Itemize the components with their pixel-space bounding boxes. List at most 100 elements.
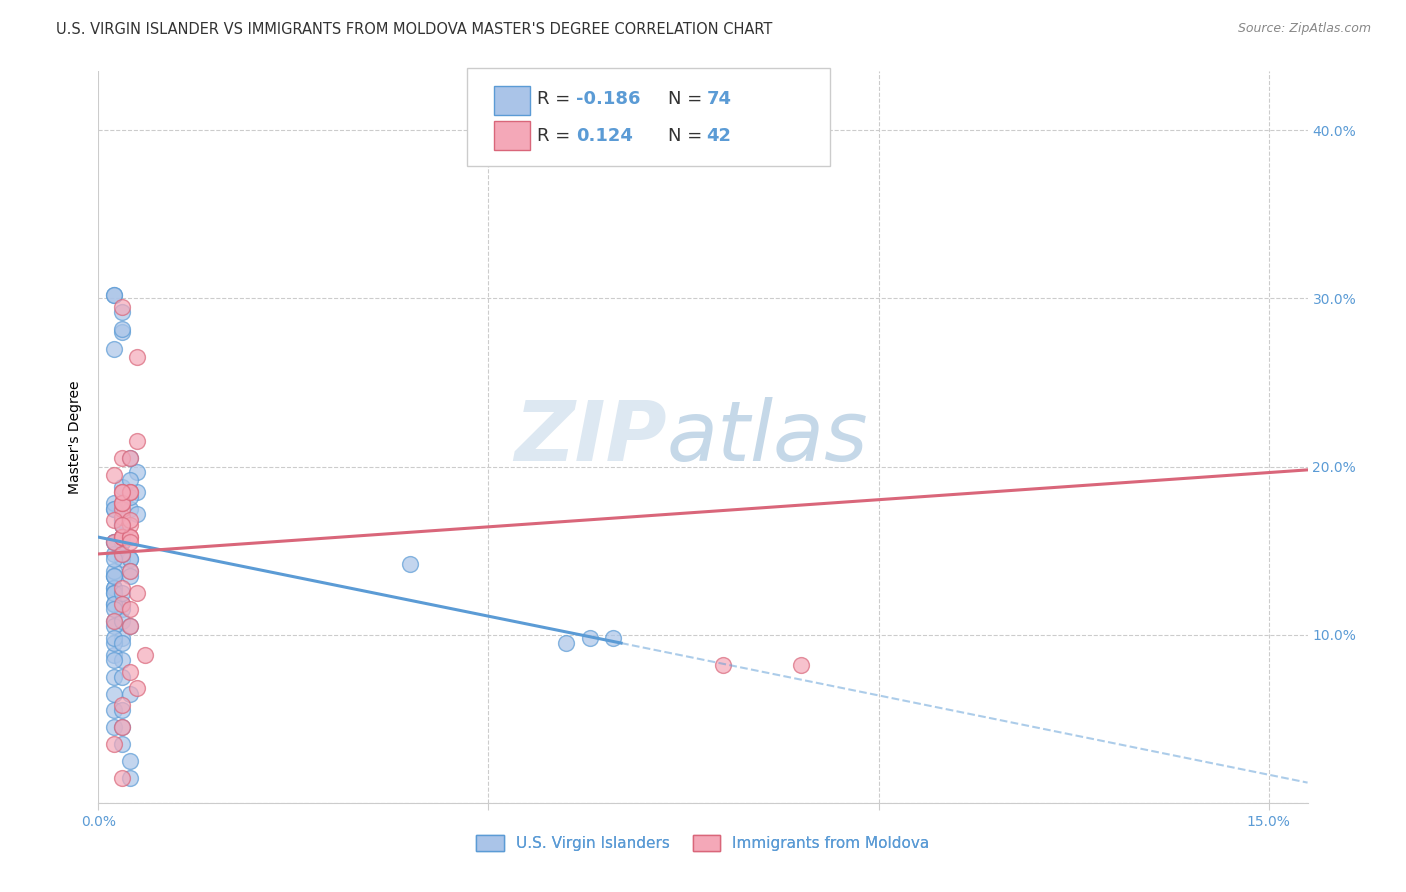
Point [103,585,125,599]
Point [111,325,134,339]
Point [111,703,134,717]
Text: N =: N = [668,127,709,145]
Text: R =: R = [537,127,582,145]
Point [111,530,134,544]
Point [118,484,141,499]
Point [103,686,125,700]
Point [118,473,141,487]
Point [118,530,141,544]
Point [103,342,125,356]
Point [111,530,134,544]
Point [111,547,134,561]
Point [103,720,125,734]
Point [111,510,134,524]
Point [134,648,156,662]
Point [111,720,134,734]
Point [103,737,125,751]
Point [118,564,141,578]
Point [103,598,125,612]
Point [111,518,134,533]
Text: Source: ZipAtlas.com: Source: ZipAtlas.com [1237,22,1371,36]
Point [399,557,422,571]
Point [103,581,125,595]
Point [103,496,125,510]
Point [118,619,141,633]
Point [103,569,125,583]
Point [127,585,149,599]
Point [111,300,134,314]
Point [103,535,125,549]
Point [118,552,141,566]
Point [579,631,602,645]
Text: 0.124: 0.124 [576,127,633,145]
Point [103,670,125,684]
Point [127,350,149,364]
Point [111,535,134,549]
Point [111,501,134,516]
Point [118,686,141,700]
Point [103,288,125,302]
Point [103,585,125,599]
Point [118,530,141,544]
Point [111,598,134,612]
Point [111,547,134,561]
Point [111,530,134,544]
Point [111,653,134,667]
Text: atlas: atlas [666,397,869,477]
Point [118,619,141,633]
Point [103,547,125,561]
Point [111,451,134,466]
Point [118,665,141,679]
FancyBboxPatch shape [467,68,830,167]
Point [118,451,141,466]
Point [103,535,125,549]
Point [103,614,125,628]
Point [111,585,134,599]
Point [111,720,134,734]
Point [555,636,578,650]
Legend: U.S. Virgin Islanders, Immigrants from Moldova: U.S. Virgin Islanders, Immigrants from M… [470,830,936,857]
Text: 42: 42 [707,127,731,145]
Point [111,670,134,684]
Point [111,602,134,616]
Point [103,513,125,527]
Point [118,552,141,566]
Point [789,657,811,672]
Point [111,321,134,335]
Point [111,535,134,549]
Point [127,434,149,449]
Point [103,602,125,616]
Point [111,771,134,785]
Point [118,490,141,504]
Text: 74: 74 [707,90,731,108]
Point [127,681,149,696]
Point [111,484,134,499]
Point [111,530,134,544]
Point [111,518,134,533]
Bar [494,86,530,115]
Point [103,581,125,595]
Point [103,569,125,583]
Point [103,614,125,628]
Point [103,648,125,662]
Point [127,465,149,479]
Text: -0.186: -0.186 [576,90,641,108]
Point [103,501,125,516]
Point [111,518,134,533]
Point [103,636,125,650]
Point [103,535,125,549]
Point [118,501,141,516]
Point [111,480,134,494]
Point [111,513,134,527]
Text: U.S. VIRGIN ISLANDER VS IMMIGRANTS FROM MOLDOVA MASTER'S DEGREE CORRELATION CHAR: U.S. VIRGIN ISLANDER VS IMMIGRANTS FROM … [56,22,773,37]
Point [111,513,134,527]
Point [111,737,134,751]
Point [103,467,125,482]
Point [127,484,149,499]
Text: N =: N = [668,90,709,108]
Point [118,564,141,578]
Point [103,569,125,583]
Text: R =: R = [537,90,576,108]
Y-axis label: Master's Degree: Master's Degree [69,380,83,494]
Point [118,535,141,549]
